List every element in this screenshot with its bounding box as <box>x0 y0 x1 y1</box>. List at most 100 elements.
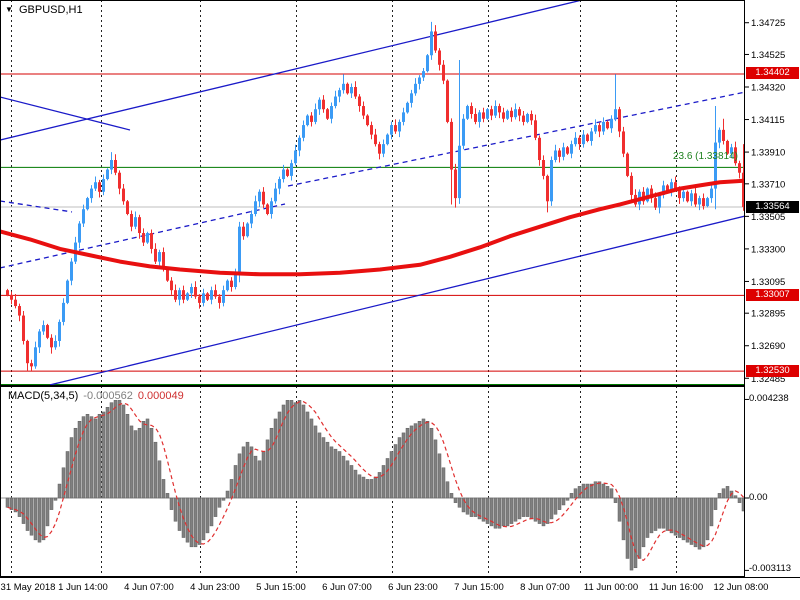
macd-histogram-bar <box>37 497 42 543</box>
macd-histogram-bar <box>357 474 362 499</box>
macd-histogram-bar <box>629 497 634 571</box>
macd-histogram-bar <box>533 497 538 522</box>
bull-candle <box>282 169 285 180</box>
bear-candle <box>162 252 165 268</box>
macd-histogram-bar <box>485 497 490 524</box>
dashed-trendline[interactable] <box>287 91 745 187</box>
macd-histogram-bar <box>197 497 202 545</box>
bull-candle <box>590 131 593 141</box>
bear-candle <box>6 290 9 295</box>
macd-histogram-bar <box>713 497 718 510</box>
macd-histogram-bar <box>41 497 46 541</box>
bull-candle <box>70 261 73 281</box>
macd-histogram-bar <box>433 439 438 499</box>
dashed-trendline[interactable] <box>0 200 73 213</box>
time-axis-label: 1 Jun 14:00 <box>58 582 108 593</box>
macd-histogram-bar <box>597 481 602 499</box>
macd-histogram-bar <box>313 425 318 499</box>
macd-histogram-bar <box>65 451 70 499</box>
macd-histogram-bar <box>441 467 446 499</box>
macd-histogram-bar <box>81 416 86 499</box>
bull-candle <box>54 340 57 348</box>
macd-histogram-bar <box>53 497 58 501</box>
macd-histogram-bar <box>701 497 706 548</box>
macd-histogram-bar <box>605 486 610 499</box>
bull-candle <box>550 160 553 202</box>
macd-histogram-bar <box>281 404 286 499</box>
bear-candle <box>374 134 377 145</box>
macd-histogram-bar <box>613 497 618 503</box>
trendline[interactable] <box>49 215 745 385</box>
bear-candle <box>150 233 153 249</box>
bear-candle <box>366 115 369 126</box>
bear-candle <box>10 294 13 300</box>
macd-histogram-bar <box>445 481 450 499</box>
macd-histogram-bar <box>621 497 626 541</box>
bull-candle <box>302 125 305 138</box>
bear-candle <box>650 188 653 199</box>
bull-candle <box>234 274 237 287</box>
macd-scale-zero-label: 0.00 <box>749 492 768 503</box>
main-pane[interactable] <box>0 0 772 386</box>
macd-histogram-bar <box>241 446 246 499</box>
bull-candle <box>430 31 433 56</box>
macd-name-label: MACD(5,34,5) <box>8 390 79 402</box>
macd-histogram-bar <box>209 497 214 527</box>
macd-histogram-bar <box>625 497 630 559</box>
bear-candle <box>214 290 217 297</box>
bull-candle <box>318 99 321 110</box>
bear-candle <box>510 110 513 118</box>
bear-candle <box>230 280 233 287</box>
bull-candle <box>398 121 401 132</box>
macd-histogram-bar <box>337 451 342 499</box>
macd-histogram-bar <box>117 400 122 499</box>
bull-candle <box>226 280 229 291</box>
macd-histogram-bar <box>481 497 486 522</box>
bear-candle <box>30 363 33 367</box>
trendline[interactable] <box>0 96 131 131</box>
bull-candle <box>402 112 405 122</box>
macd-histogram-bar <box>449 493 454 499</box>
price-tick-label: 1.33095 <box>751 277 785 288</box>
macd-histogram-bar <box>165 493 170 499</box>
macd-histogram-bar <box>453 497 458 503</box>
bull-candle <box>706 198 709 207</box>
trendline[interactable] <box>0 0 582 141</box>
symbol-dropdown-icon[interactable]: ▼ <box>5 5 13 14</box>
macd-histogram-bar <box>493 497 498 529</box>
macd-histogram-bar <box>689 497 694 545</box>
macd-histogram-bar <box>245 441 250 499</box>
macd-pane-border <box>0 386 745 577</box>
macd-histogram-bar <box>113 400 118 499</box>
macd-histogram-bar <box>149 427 154 499</box>
macd-histogram-bar <box>153 441 158 499</box>
bull-candle <box>526 113 529 122</box>
macd-histogram-bar <box>89 416 94 499</box>
bull-candle <box>570 144 573 154</box>
macd-histogram-bar <box>709 497 714 527</box>
macd-histogram-bar <box>661 497 666 529</box>
bear-candle <box>542 160 545 176</box>
price-tick-label: 1.33710 <box>751 179 785 190</box>
bear-candle <box>138 217 141 234</box>
bear-candle <box>14 299 17 307</box>
bull-candle <box>330 106 333 119</box>
macd-histogram-bar <box>33 497 38 541</box>
bear-candle <box>470 106 473 114</box>
macd-histogram-bar <box>541 497 546 527</box>
macd-histogram-bar <box>333 448 338 499</box>
macd-histogram-bar <box>9 497 14 510</box>
macd-value: -0.000562 <box>83 390 133 402</box>
bull-candle <box>102 179 105 192</box>
macd-histogram-bar <box>265 439 270 499</box>
macd-histogram-bar <box>669 497 674 534</box>
macd-histogram-bar <box>377 472 382 499</box>
macd-histogram-bar <box>293 402 298 499</box>
bear-candle <box>434 31 437 51</box>
bull-candle <box>294 150 297 164</box>
macd-histogram-bar <box>653 497 658 531</box>
macd-histogram-bar <box>665 497 670 531</box>
macd-pane[interactable] <box>0 386 772 577</box>
